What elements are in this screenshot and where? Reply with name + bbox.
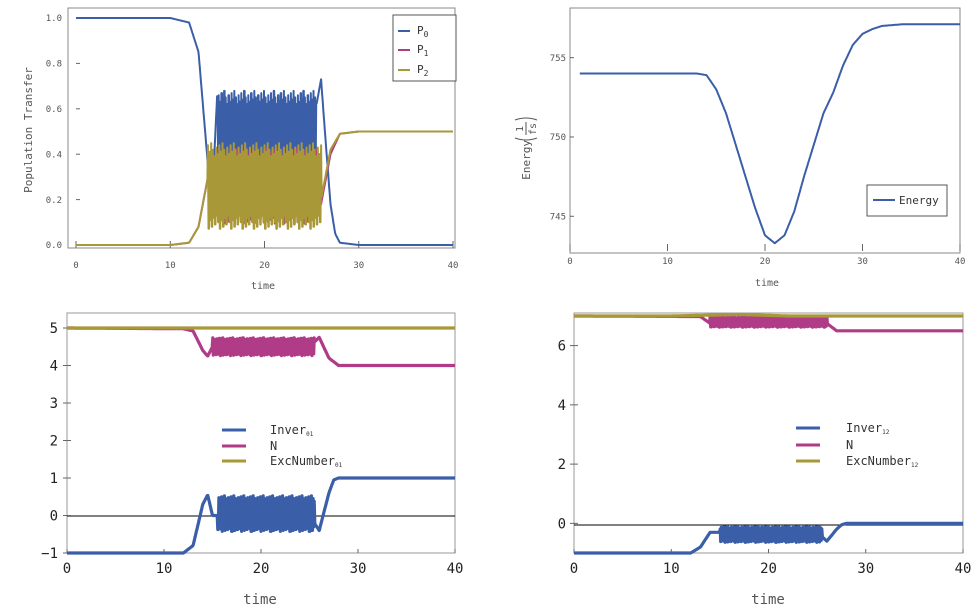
y-tick-label: 0.6 xyxy=(46,105,62,115)
legend: P0 P1 P2 xyxy=(392,14,457,82)
x-tick-label: 0 xyxy=(570,561,578,577)
x-tick-label: 30 xyxy=(350,561,367,577)
y-tick-label: 0.4 xyxy=(46,150,62,160)
y-axis-label: Energy 1 fs xyxy=(514,117,539,180)
x-axis-label: time xyxy=(755,278,779,289)
legend-label-inver12: Inver12 xyxy=(846,421,890,436)
x-tick-label: 10 xyxy=(165,261,176,271)
x-axis-label: time xyxy=(251,281,275,292)
y-tick-label: 2 xyxy=(50,433,58,449)
y-tick-label: 0.8 xyxy=(46,60,62,70)
y-tick-label: 0 xyxy=(558,516,566,532)
x-tick-label: 0 xyxy=(63,561,71,577)
y-tick-label: 5 xyxy=(50,321,58,337)
series-line-n xyxy=(572,314,965,333)
y-tick-label: 0 xyxy=(50,508,58,524)
svg-text:1: 1 xyxy=(515,126,526,132)
x-axis-label: time xyxy=(243,592,277,608)
x-tick-label: 20 xyxy=(760,257,771,267)
y-tick-label: 1 xyxy=(50,471,58,487)
y-tick-label: 750 xyxy=(550,133,566,143)
x-tick-label: 30 xyxy=(353,261,364,271)
x-tick-label: 20 xyxy=(253,561,270,577)
y-tick-label: −1 xyxy=(41,546,58,562)
y-tick-label: 0.2 xyxy=(46,196,62,206)
legend: Inver01 N ExcNumber01 xyxy=(222,423,343,469)
legend-label-exc01: ExcNumber01 xyxy=(270,454,343,469)
x-tick-label: 0 xyxy=(73,261,78,271)
y-tick-label: 4 xyxy=(558,398,566,414)
plot-frame xyxy=(573,312,964,554)
y-axis-label: Population Transfer xyxy=(22,67,35,193)
x-tick-label: 0 xyxy=(567,257,572,267)
inversion-01-chart: 0 10 20 30 40 −1 0 1 2 3 4 5 time Inver01 N ExcNumb… xyxy=(41,312,464,608)
legend-label-inver01: Inver01 xyxy=(270,423,314,438)
x-tick-label: 40 xyxy=(955,257,966,267)
series-line-inver01 xyxy=(65,476,456,555)
x-tick-label: 30 xyxy=(857,257,868,267)
y-tick-label: 2 xyxy=(558,457,566,473)
series-line-energy xyxy=(579,23,961,245)
series-line-n xyxy=(65,326,456,368)
x-tick-label: 30 xyxy=(857,561,874,577)
legend-label-p1: P1 xyxy=(417,43,429,58)
x-tick-label: 10 xyxy=(156,561,173,577)
y-tick-label: 0.0 xyxy=(46,241,62,251)
x-tick-label: 20 xyxy=(259,261,270,271)
plot-frame xyxy=(67,7,456,249)
y-tick-label: 745 xyxy=(550,212,566,222)
x-tick-label: 10 xyxy=(663,561,680,577)
x-axis-label: time xyxy=(751,592,785,608)
legend-label-exc12: ExcNumber12 xyxy=(846,454,919,469)
x-tick-label: 40 xyxy=(447,561,464,577)
legend: Inver12 N ExcNumber12 xyxy=(796,421,919,469)
x-tick-label: 40 xyxy=(955,561,972,577)
series-line-excnumber12 xyxy=(572,312,965,318)
y-tick-label: 4 xyxy=(50,358,58,374)
legend-label-p2: P2 xyxy=(417,63,429,78)
svg-text:Energy: Energy xyxy=(520,140,533,180)
energy-chart: 0 10 20 30 40 745 750 755 time Energy 1 fs Ener… xyxy=(514,7,966,289)
plot-frame xyxy=(569,7,961,254)
y-tick-label: 6 xyxy=(558,338,566,354)
inversion-12-chart: 0 10 20 30 40 0 2 4 6 time Inver12 N ExcNumber12 xyxy=(558,312,972,608)
y-tick-label: 3 xyxy=(50,396,58,412)
y-tick-label: 1.0 xyxy=(46,14,62,24)
series-line-p2 xyxy=(75,130,454,246)
population-transfer-chart: 0 10 20 30 40 0.0 0.2 0.4 0.6 0.8 1.0 time Populat… xyxy=(22,7,459,292)
series-line-inver12 xyxy=(572,521,965,555)
legend-label-energy: Energy xyxy=(899,194,939,207)
svg-text:fs: fs xyxy=(528,123,539,135)
legend-label-n: N xyxy=(270,439,277,453)
y-tick-label: 755 xyxy=(550,54,566,64)
legend: Energy xyxy=(866,184,948,217)
x-tick-label: 40 xyxy=(448,261,459,271)
x-tick-label: 20 xyxy=(760,561,777,577)
legend-label-p0: P0 xyxy=(417,24,429,39)
legend-label-n: N xyxy=(846,438,853,452)
x-tick-label: 10 xyxy=(662,257,673,267)
